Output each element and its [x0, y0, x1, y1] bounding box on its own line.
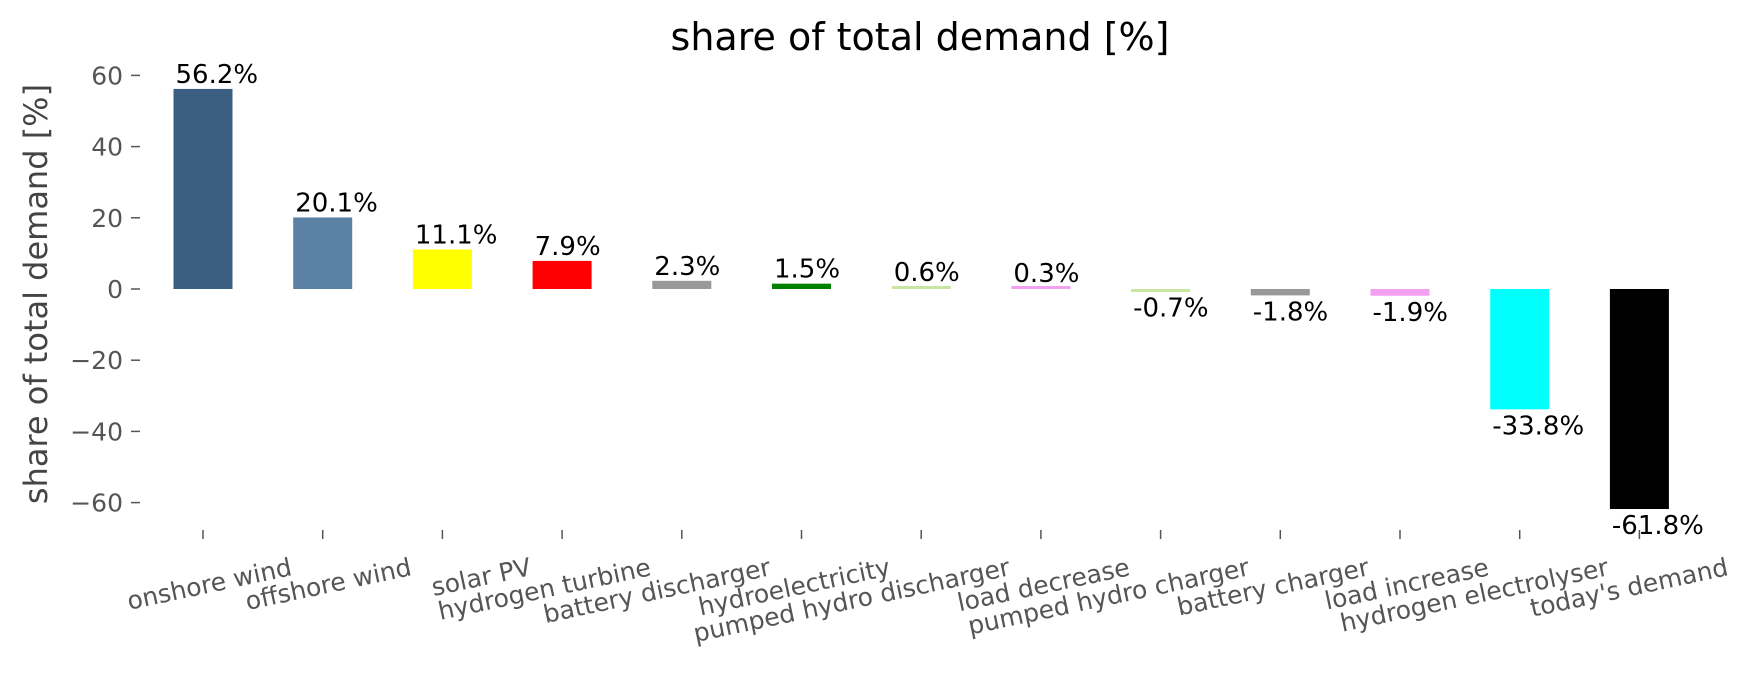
y-tick-label: −20: [70, 346, 123, 375]
y-tick-label: 20: [91, 204, 123, 233]
bar: [1011, 286, 1071, 289]
data-label: 2.3%: [654, 252, 720, 282]
data-label: -61.8%: [1612, 511, 1704, 541]
bar: [1250, 289, 1310, 296]
data-label: 0.3%: [1013, 259, 1079, 289]
y-tick-label: 60: [91, 61, 123, 90]
bars: [173, 88, 1669, 510]
bar: [1370, 289, 1430, 296]
y-tick-label: −60: [70, 489, 123, 518]
y-axis: 60 40 20 0 −20 −40 −60: [70, 61, 140, 518]
bar: [1131, 289, 1191, 292]
data-label: 1.5%: [774, 255, 840, 285]
data-label: -0.7%: [1133, 293, 1208, 323]
data-label: 0.6%: [894, 258, 960, 288]
y-tick-label: −40: [70, 417, 123, 446]
data-label: 20.1%: [295, 188, 378, 218]
y-tick-label: 0: [107, 275, 123, 304]
chart-title: share of total demand [%]: [671, 15, 1170, 59]
y-axis-label: share of total demand [%]: [17, 84, 55, 504]
data-label: -1.8%: [1253, 297, 1328, 327]
bar: [772, 283, 831, 289]
bar: [891, 286, 951, 289]
bar: [1609, 289, 1669, 510]
bar: [652, 280, 712, 289]
bar: [532, 260, 592, 289]
data-label: 56.2%: [176, 60, 259, 90]
bar: [412, 249, 472, 289]
data-label: -33.8%: [1492, 411, 1584, 441]
bar: [293, 217, 353, 289]
bar: [173, 88, 233, 289]
bar: [1490, 289, 1550, 410]
data-label: 7.9%: [535, 232, 601, 262]
data-label: -1.9%: [1373, 298, 1448, 328]
y-tick-label: 40: [91, 133, 123, 162]
data-label: 11.1%: [415, 220, 498, 250]
data-labels: 56.2% 20.1% 11.1% 7.9% 2.3% 1.5% 0.6% 0.3% -0.7%…: [176, 60, 1704, 541]
